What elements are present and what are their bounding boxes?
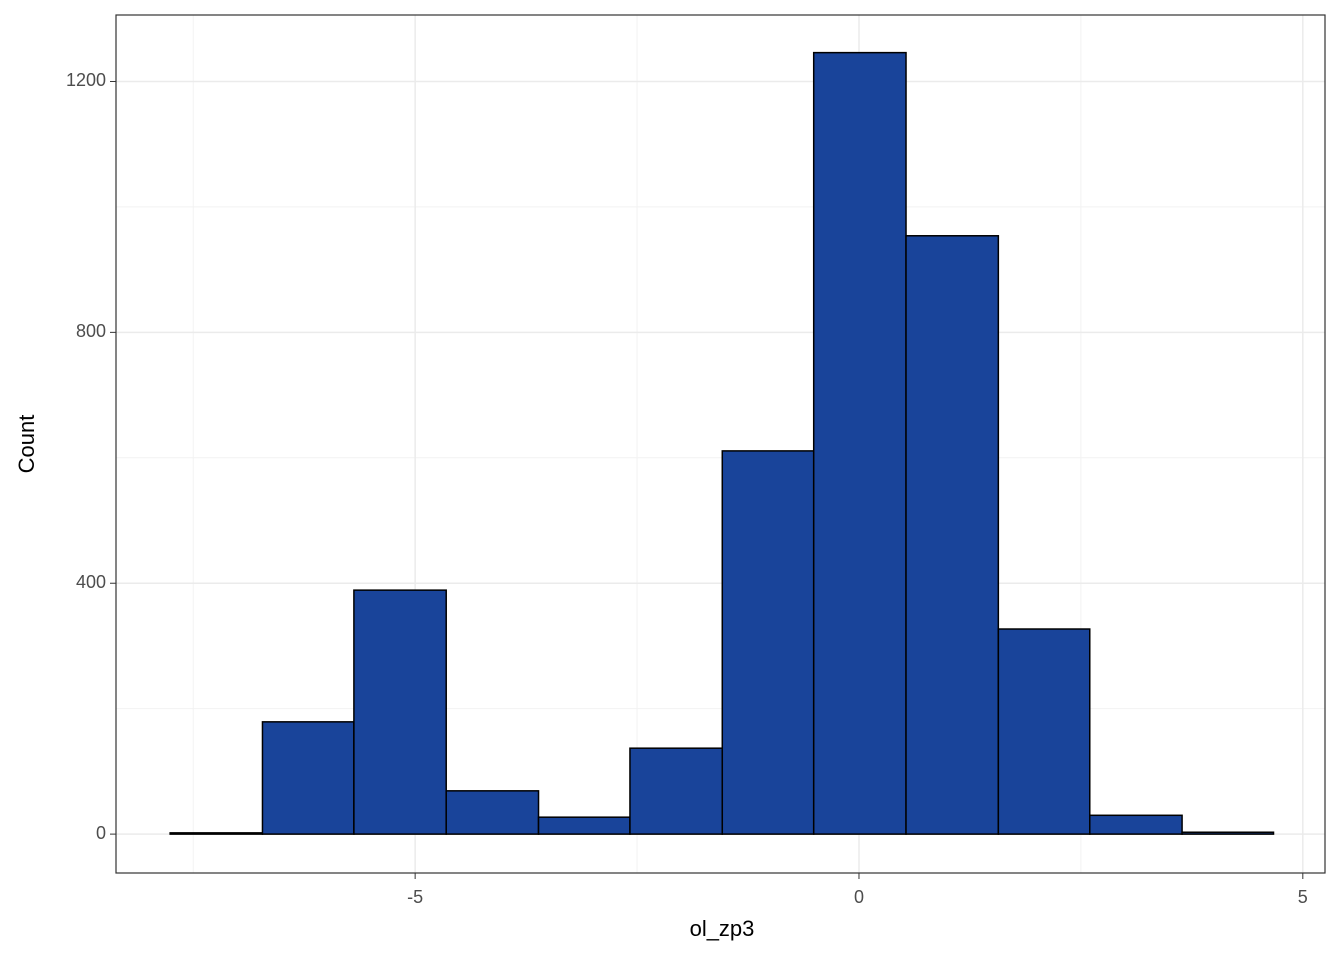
bar [445, 790, 540, 835]
bar [537, 816, 631, 835]
bar [997, 628, 1091, 835]
x-axis-title: ol_zp3 [690, 916, 755, 941]
bar [905, 235, 1000, 835]
bar [812, 51, 907, 835]
bar [721, 450, 815, 835]
bar [1089, 814, 1183, 835]
bar [629, 747, 724, 835]
x-tick-label: 0 [854, 887, 864, 907]
y-tick-label: 400 [76, 572, 106, 592]
bar [353, 589, 447, 835]
bar [169, 832, 264, 835]
bar [261, 721, 355, 835]
bar [1181, 831, 1275, 835]
x-tick-label: 5 [1298, 887, 1308, 907]
y-axis-title: Count [14, 415, 39, 474]
y-tick-label: 800 [76, 321, 106, 341]
y-tick-label: 0 [96, 823, 106, 843]
x-tick-label: -5 [407, 887, 423, 907]
panel-border [115, 14, 1326, 874]
y-tick-label: 1200 [66, 70, 106, 90]
